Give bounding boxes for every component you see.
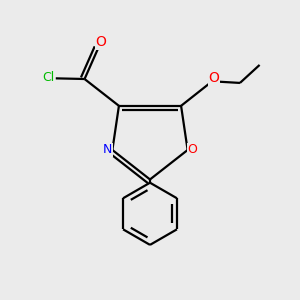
Text: O: O (208, 71, 219, 85)
Text: N: N (103, 143, 112, 157)
Text: Cl: Cl (43, 70, 55, 83)
Text: O: O (188, 143, 197, 157)
Text: O: O (95, 35, 106, 49)
